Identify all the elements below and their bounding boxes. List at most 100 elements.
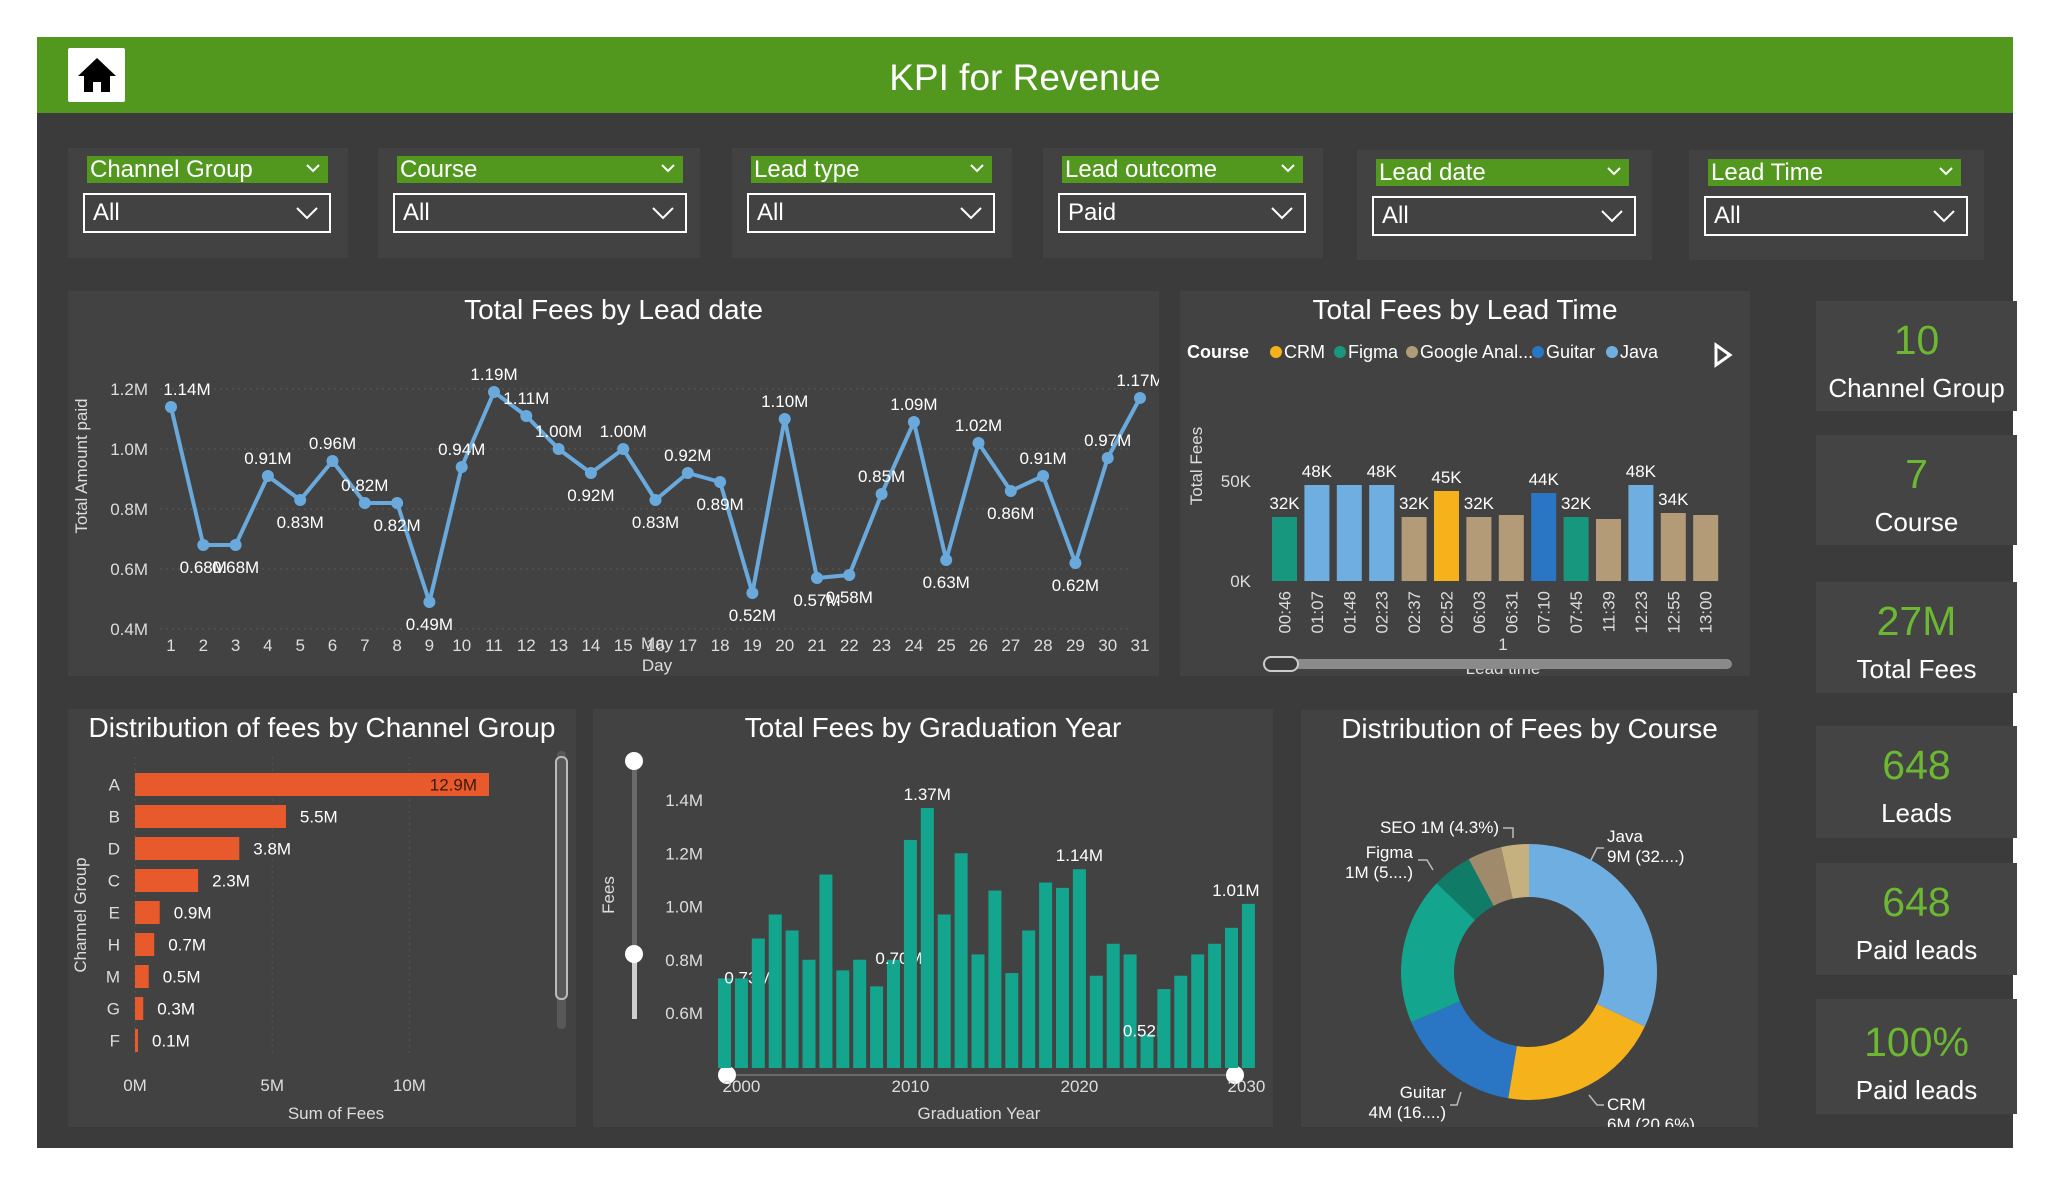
slicer-header[interactable]: Course: [397, 156, 683, 183]
bar: [870, 986, 884, 1068]
chevron-down-icon: [1607, 167, 1621, 176]
legend-swatch: [1606, 346, 1618, 358]
leader-line: [1503, 827, 1514, 838]
slicer-dropdown[interactable]: All: [1372, 196, 1636, 236]
data-label: 32K: [1561, 494, 1592, 513]
data-label: 1.14M: [1056, 846, 1103, 865]
data-point: [229, 539, 242, 551]
x-slider-handle-right[interactable]: [1226, 1066, 1244, 1084]
line-chart[interactable]: Total Amount paid May Day 0.4M 0.6M 0.8M 1.…: [68, 291, 1159, 676]
kpi-value: 10: [1893, 317, 1940, 363]
data-label: 34K: [1658, 490, 1689, 509]
bar: [903, 839, 917, 1068]
data-point: [940, 554, 953, 566]
data-label: 2.3M: [212, 872, 250, 891]
x-tick-label: 2010: [891, 1077, 929, 1096]
slicer-dropdown[interactable]: All: [393, 193, 687, 233]
x-tick-label: 26: [969, 636, 988, 655]
x-tick-label: 02:52: [1438, 591, 1457, 634]
bar: [1434, 491, 1459, 581]
data-label: 1.01M: [1212, 881, 1259, 900]
data-point: [907, 416, 920, 428]
y-axis-label: Fees: [599, 876, 618, 914]
slicer-lead-date: Lead date All: [1357, 150, 1652, 260]
y-slider-handle-top[interactable]: [625, 752, 643, 770]
y-slider-track[interactable]: [632, 761, 637, 1019]
data-point: [165, 401, 177, 413]
data-label: Guitar: [1400, 1083, 1447, 1102]
scrollbar-thumb[interactable]: [555, 756, 568, 1000]
data-label: 1M (5....): [1345, 863, 1413, 882]
data-point: [520, 410, 533, 422]
x-tick-label: 29: [1066, 636, 1085, 655]
kpi-value: 27M: [1876, 598, 1957, 644]
data-label: 1.11M: [503, 389, 549, 408]
scrollbar-thumb[interactable]: [1263, 656, 1299, 672]
donut-slice: [1411, 1001, 1517, 1099]
x-axis-label: Sum of Fees: [288, 1104, 384, 1123]
slicer-dropdown[interactable]: Paid: [1058, 193, 1306, 233]
bar: [1022, 930, 1036, 1068]
data-label: 0.52M: [729, 606, 776, 625]
graduation-year-chart[interactable]: Fees Graduation Year 0.6M 0.8M 1.0M 1.2M 1.4…: [593, 709, 1273, 1127]
slicer-value: All: [403, 199, 430, 226]
chevron-down-icon: [1281, 164, 1295, 173]
y-slider-handle-bottom[interactable]: [625, 945, 643, 963]
data-point: [197, 539, 210, 551]
bar: [135, 1029, 138, 1052]
slicer-label: Lead Time: [1711, 159, 1824, 186]
x-tick-label: 5M: [260, 1076, 284, 1095]
data-label: 0.68M: [180, 558, 227, 577]
slicer-header[interactable]: Lead Time: [1708, 159, 1961, 186]
legend-item: Figma: [1348, 342, 1399, 362]
x-tick-label: 25: [937, 636, 956, 655]
x-tick-label: 0M: [123, 1076, 147, 1095]
data-label: 1.14M: [163, 380, 210, 399]
x-slider-track[interactable]: [727, 1074, 1235, 1076]
donut-slice: [1468, 847, 1513, 906]
slicer-dropdown[interactable]: All: [83, 193, 331, 233]
x-tick-label: 14: [581, 636, 600, 655]
scrollbar-track[interactable]: [1264, 659, 1732, 669]
data-label: Figma: [1366, 843, 1414, 862]
slicer-header[interactable]: Channel Group: [87, 156, 328, 183]
x-tick-label: 17: [678, 636, 697, 655]
data-point: [617, 443, 630, 455]
slicer-dropdown[interactable]: All: [747, 193, 995, 233]
slicer-header[interactable]: Lead outcome: [1062, 156, 1303, 183]
kpi-card-paid-leads-pct: 100% Paid leads: [1816, 999, 2017, 1114]
x-tick-label: 01:07: [1308, 591, 1327, 634]
data-label: 1.02M: [955, 416, 1002, 435]
lead-time-chart[interactable]: Course Total Fees 1 Lead time CRMFigmaGo…: [1180, 291, 1750, 676]
slicer-header[interactable]: Lead date: [1376, 159, 1629, 186]
x-tick-label: 13:00: [1697, 591, 1716, 634]
legend-next-icon[interactable]: [1714, 342, 1733, 368]
y-tick-label: G: [107, 1000, 120, 1019]
bar: [971, 954, 985, 1068]
legend-title: Course: [1187, 342, 1249, 362]
page-title: KPI for Revenue: [889, 57, 1161, 98]
bar: [954, 853, 968, 1068]
slicer-dropdown[interactable]: All: [1704, 196, 1968, 236]
bar: [135, 869, 199, 892]
x-tick-label: 4: [263, 636, 272, 655]
bar: [718, 978, 731, 1068]
y-slider-range[interactable]: [632, 954, 637, 1019]
bar: [1123, 954, 1137, 1068]
y-tick-label: B: [109, 808, 120, 827]
bar: [135, 965, 149, 988]
donut-slice: [1529, 844, 1657, 1027]
x-slider-handle-left[interactable]: [718, 1066, 736, 1084]
legend-item: Google Anal...: [1420, 342, 1533, 362]
y-tick-label: 0.8M: [110, 500, 148, 519]
home-button[interactable]: [68, 48, 125, 102]
data-point: [875, 488, 888, 500]
x-tick-label: 01:48: [1340, 591, 1359, 634]
data-label: 32K: [1464, 494, 1495, 513]
slicer-header[interactable]: Lead type: [751, 156, 992, 183]
channel-group-chart[interactable]: Channel Group Sum of Fees 0M 5M 10M A 12.9M B…: [68, 709, 576, 1127]
bar: [1140, 1034, 1154, 1068]
scrollbar[interactable]: [557, 751, 566, 1029]
data-point: [811, 572, 823, 584]
